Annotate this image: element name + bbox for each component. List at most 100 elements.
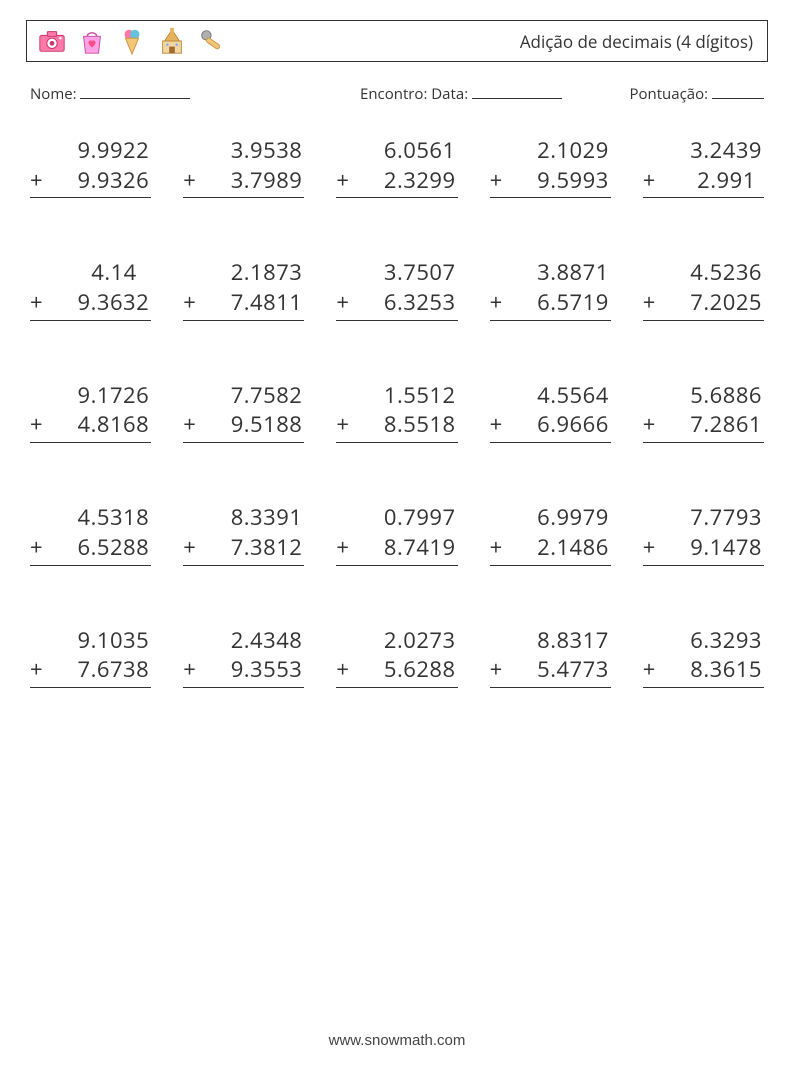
microphone-icon (197, 26, 227, 56)
sum-rule (336, 565, 457, 566)
name-label: Nome: (30, 84, 77, 104)
operand-top: 9.1035 (30, 626, 151, 656)
operator: + (490, 655, 506, 685)
sum-rule (643, 442, 764, 443)
operand-bottom: +9.3632 (30, 288, 151, 318)
header-icons (37, 26, 227, 56)
sum-rule (183, 197, 304, 198)
sum-rule (336, 687, 457, 688)
operand-bottom: +7.2861 (643, 410, 764, 440)
sum-rule (643, 197, 764, 198)
operand-top: 0.7997 (336, 503, 457, 533)
operator: + (183, 288, 199, 318)
sum-rule (490, 687, 611, 688)
operator: + (490, 288, 506, 318)
operand-bottom: +8.3615 (643, 655, 764, 685)
problem: 7.7582+9.5188 (183, 381, 304, 443)
sum-rule (490, 442, 611, 443)
sum-rule (30, 197, 151, 198)
sum-rule (490, 197, 611, 198)
operand-bottom: +7.4811 (183, 288, 304, 318)
sum-rule (30, 320, 151, 321)
score-group: Pontuação: (629, 84, 764, 104)
problem: 4.5236+7.2025 (643, 258, 764, 320)
operator: + (30, 410, 46, 440)
operator: + (30, 533, 46, 563)
problem: 3.9538+3.7989 (183, 136, 304, 198)
operator: + (490, 410, 506, 440)
sum-rule (490, 565, 611, 566)
problems-grid: 9.9922+9.9326 3.9538+3.7989 6.0561+2.3299 2… (30, 136, 764, 688)
problem: 1.5512+8.5518 (336, 381, 457, 443)
operand-top: 6.0561 (336, 136, 457, 166)
operand-top: 3.7507 (336, 258, 457, 288)
problem: 3.7507+6.3253 (336, 258, 457, 320)
operand-bottom: +3.7989 (183, 166, 304, 196)
sum-rule (336, 197, 457, 198)
sum-rule (183, 442, 304, 443)
operand-bottom: +9.5188 (183, 410, 304, 440)
operator: + (643, 655, 659, 685)
name-blank (80, 84, 190, 99)
operand-top: 2.0273 (336, 626, 457, 656)
score-label: Pontuação: (629, 84, 708, 104)
operand-bottom: +6.9666 (490, 410, 611, 440)
operand-top: 4.5236 (643, 258, 764, 288)
sum-rule (643, 320, 764, 321)
problem: 4.5564+6.9666 (490, 381, 611, 443)
icecream-icon (117, 26, 147, 56)
sum-rule (643, 565, 764, 566)
operator: + (336, 166, 352, 196)
operand-bottom: +7.6738 (30, 655, 151, 685)
operand-bottom: +8.5518 (336, 410, 457, 440)
operator: + (643, 533, 659, 563)
operator: + (336, 410, 352, 440)
problem: 9.1035+7.6738 (30, 626, 151, 688)
operand-bottom: +9.5993 (490, 166, 611, 196)
problem: 2.1029+9.5993 (490, 136, 611, 198)
operand-top: 1.5512 (336, 381, 457, 411)
footer: www.snowmath.com (0, 1032, 794, 1049)
problem: 2.4348+9.3553 (183, 626, 304, 688)
operand-bottom: +9.9326 (30, 166, 151, 196)
operand-top: 7.7582 (183, 381, 304, 411)
operator: + (490, 533, 506, 563)
church-icon (157, 26, 187, 56)
operator: + (183, 166, 199, 196)
operator: + (643, 288, 659, 318)
operand-bottom: +8.7419 (336, 533, 457, 563)
operator: + (30, 166, 46, 196)
operand-bottom: +2.1486 (490, 533, 611, 563)
sum-rule (336, 442, 457, 443)
sum-rule (183, 320, 304, 321)
problem: 2.1873+7.4811 (183, 258, 304, 320)
operand-bottom: +5.4773 (490, 655, 611, 685)
problem: 0.7997+8.7419 (336, 503, 457, 565)
operator: + (643, 166, 659, 196)
problem: 6.9979+2.1486 (490, 503, 611, 565)
sum-rule (643, 687, 764, 688)
operator: + (183, 533, 199, 563)
problem: 3.8871+6.5719 (490, 258, 611, 320)
problem: 2.0273+5.6288 (336, 626, 457, 688)
problem: 9.9922+9.9326 (30, 136, 151, 198)
operand-bottom: +2.991 (643, 166, 764, 196)
operator: + (490, 166, 506, 196)
operand-top: 3.8871 (490, 258, 611, 288)
problem: 8.3391+7.3812 (183, 503, 304, 565)
operand-top: 8.8317 (490, 626, 611, 656)
problem: 6.0561+2.3299 (336, 136, 457, 198)
sum-rule (336, 320, 457, 321)
operand-top: 7.7793 (643, 503, 764, 533)
operand-top: 6.9979 (490, 503, 611, 533)
operand-top: 9.9922 (30, 136, 151, 166)
meta-row: Nome: Encontro: Data: Pontuação: (30, 84, 764, 104)
operand-bottom: +6.3253 (336, 288, 457, 318)
operand-top: 2.1873 (183, 258, 304, 288)
operand-bottom: +9.3553 (183, 655, 304, 685)
date-blank (472, 84, 562, 99)
date-label: Data: (431, 84, 468, 104)
problem: 8.8317+5.4773 (490, 626, 611, 688)
operand-bottom: +4.8168 (30, 410, 151, 440)
problem: 4.14 +9.3632 (30, 258, 151, 320)
